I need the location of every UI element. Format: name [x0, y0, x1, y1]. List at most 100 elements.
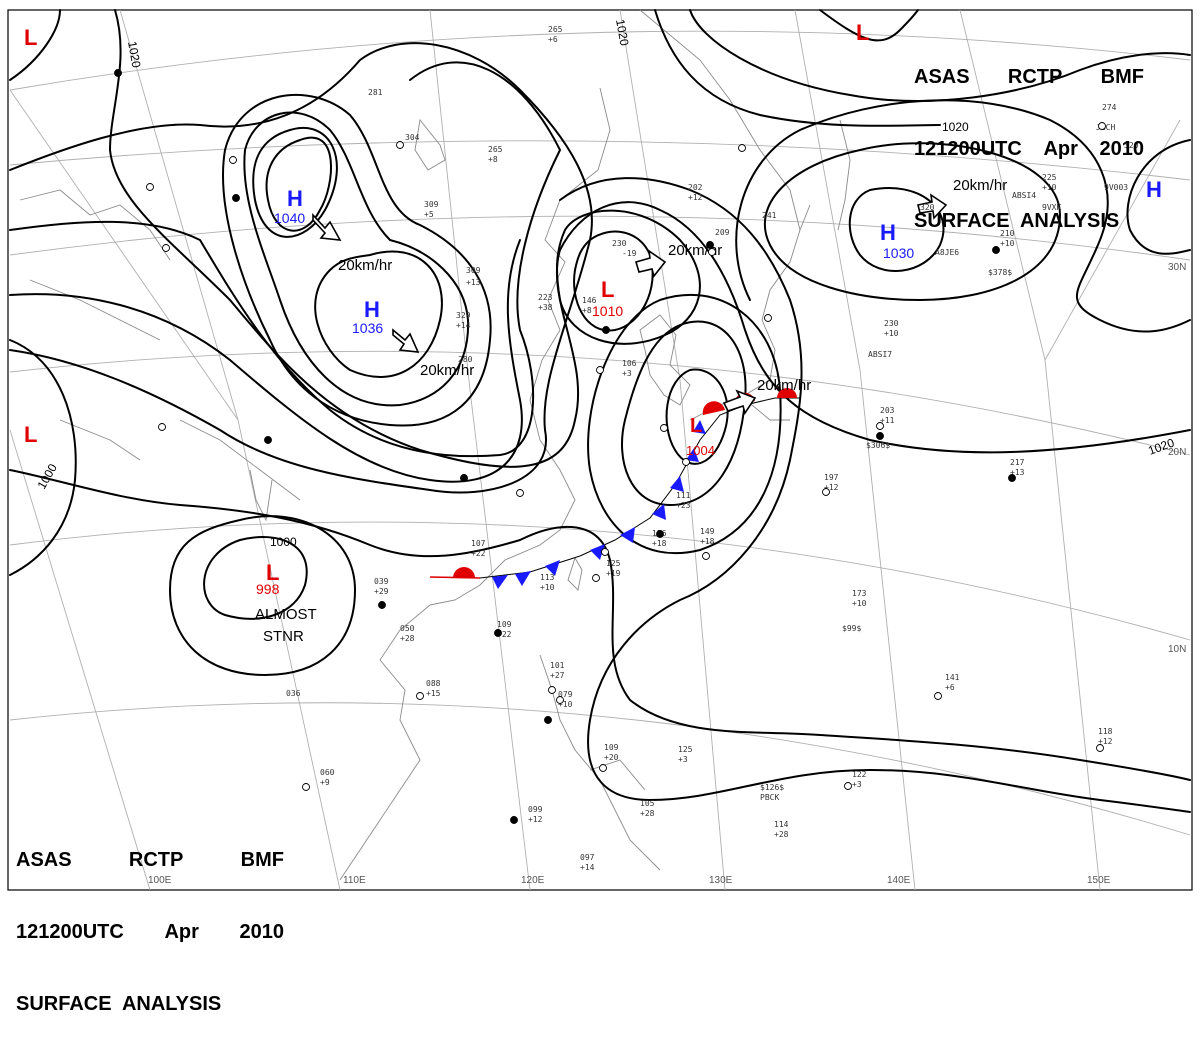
station-value: 281: [368, 88, 383, 97]
station-value: +23: [676, 501, 691, 510]
isobar-low-1004-outer: [587, 293, 782, 555]
title-block-top: ASAS RCTP BMF 121200UTC Apr 2010 SURFACE…: [914, 17, 1144, 257]
motion-label: 20km/hr: [953, 177, 1007, 194]
station-circle: [162, 244, 170, 252]
station-circle: [516, 489, 524, 497]
station-value: 223: [538, 293, 553, 302]
station-circle: [229, 156, 237, 164]
isobar-ring-a: [243, 111, 470, 407]
coastlines: [19, 9, 851, 881]
station-circle: [1008, 474, 1016, 482]
station-circle: [460, 474, 468, 482]
station-value: +3: [622, 369, 632, 378]
station-circle: [1096, 744, 1104, 752]
station-circle: [599, 764, 607, 772]
title-block-bottom: ASAS RCTP BMF 121200UTC Apr 2010 SURFACE…: [16, 800, 284, 1040]
station-value: 113: [540, 573, 555, 582]
isobar-low-1004-inner: [665, 368, 729, 465]
station-value: +10: [852, 599, 867, 608]
longitude-label: 110E: [343, 875, 366, 886]
isobar-pacific-1020: [689, 9, 1191, 102]
motion-arrow-1004: [722, 389, 757, 415]
isobar-ring-d: [9, 239, 523, 483]
station-value: 099: [528, 805, 543, 814]
isobar-high-1040-outer: [252, 127, 338, 238]
station-value: +22: [497, 630, 512, 639]
station-value: 202: [688, 183, 703, 192]
station-value: +9: [320, 778, 330, 787]
latitude-label: 10N: [1168, 644, 1186, 655]
coast-russia-east: [639, 9, 801, 231]
title-product: ASAS: [16, 849, 72, 871]
station-value: 274: [1102, 103, 1117, 112]
station-circle: [556, 696, 564, 704]
station-value: 122: [852, 770, 867, 779]
isobar-far-east: [1126, 139, 1191, 255]
station-value: 225: [1042, 173, 1057, 182]
station-value: +19: [606, 569, 621, 578]
title-month: Apr: [1043, 138, 1078, 160]
station-value: 109: [497, 620, 512, 629]
station-value: +10: [558, 700, 573, 709]
title-product: ASAS: [914, 66, 970, 88]
isobar-low-998-inner: [203, 536, 308, 620]
isobar-label: 1020: [613, 18, 631, 47]
station-value: 230: [884, 319, 899, 328]
station-circle: [114, 69, 122, 77]
title-time: 121200UTC: [914, 138, 1022, 160]
longitude-label: 100E: [148, 875, 172, 886]
isobar-top-1020: [654, 9, 941, 127]
low-center-symbol: L: [856, 20, 869, 45]
station-value: $378$: [988, 268, 1012, 277]
motion-label: 20km/hr: [338, 257, 392, 274]
low-center-symbol: L: [24, 25, 37, 50]
station-value: -19: [622, 249, 637, 258]
station-value: 097: [580, 853, 595, 862]
station-circle: [660, 424, 668, 432]
station-circle: [992, 246, 1000, 254]
high-center-value: 1036: [352, 320, 383, 336]
station-value: $99$: [842, 624, 861, 633]
station-value: 320: [1124, 141, 1139, 150]
station-value: +10: [1000, 239, 1015, 248]
isobar-label: 1020: [942, 120, 969, 134]
isobar-around-1010: [556, 209, 701, 345]
isobar-pacific-ring: [735, 99, 1191, 333]
station-value: +8: [488, 155, 498, 164]
station-circle: [596, 366, 604, 374]
station-value: 320: [920, 203, 935, 212]
station-circle: [1098, 122, 1106, 130]
isobar-ring-c: [9, 61, 561, 458]
isobar-large-outer: [559, 177, 1191, 813]
high-center-symbol: H: [287, 186, 303, 211]
high-center-symbol: H: [1146, 177, 1162, 202]
station-value: 309: [424, 200, 439, 209]
isobar-1020-main: [109, 9, 1191, 468]
station-value: +10: [1042, 183, 1057, 192]
coast-taiwan: [567, 556, 583, 591]
station-value: 146: [582, 296, 597, 305]
coast-bay: [414, 118, 446, 171]
title-analysis: SURFACE ANALYSIS: [914, 210, 1120, 232]
station-value: PBCK: [760, 793, 779, 802]
station-value: +18: [652, 539, 667, 548]
station-value: +5: [424, 210, 434, 219]
surface-analysis-map: 20km/hr 20km/hr 20km/hr 20km/hr 20km/hr …: [7, 9, 1193, 891]
longitude-label: 130E: [709, 875, 733, 886]
coast-inland: [19, 189, 301, 522]
station-value: +18: [700, 537, 715, 546]
station-value: 241: [762, 211, 777, 220]
station-value: +12: [1098, 737, 1113, 746]
isobar-pacific-high-1030-outer: [764, 142, 1061, 301]
station-value: 9V003: [1104, 183, 1128, 192]
station-value: 217: [1010, 458, 1025, 467]
station-value: +13: [466, 278, 481, 287]
station-value: 088: [426, 679, 441, 688]
station-value: $126$: [760, 783, 784, 792]
coast-korea: [639, 314, 691, 406]
high-center-value: 1030: [883, 245, 914, 261]
high-center-value: 1040: [274, 210, 305, 226]
motion-arrow-1010: [635, 249, 667, 278]
title-month: Apr: [164, 921, 199, 943]
station-value: 210: [1000, 229, 1015, 238]
